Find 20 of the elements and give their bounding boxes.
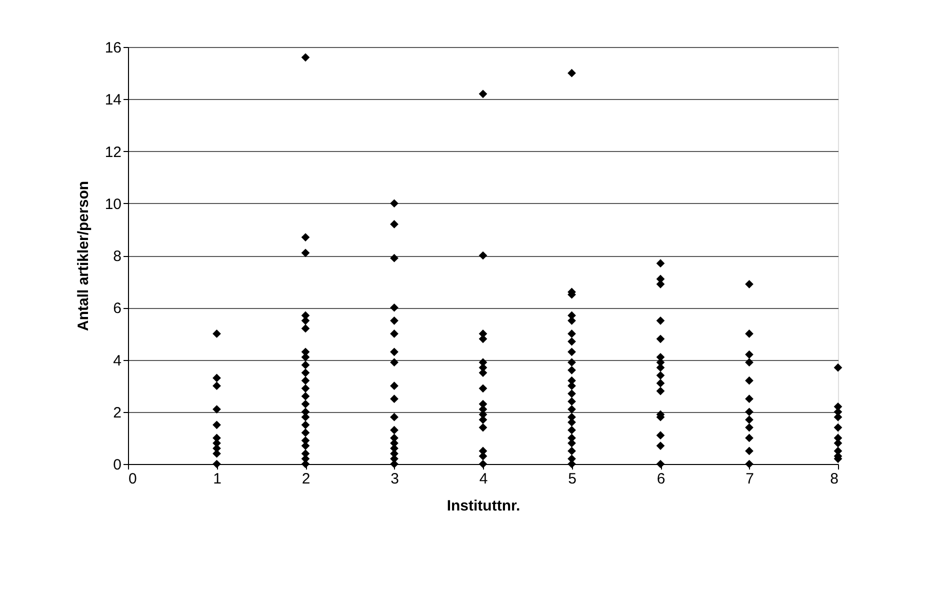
y-tick-label: 0 — [113, 456, 122, 474]
x-tick-label: 6 — [656, 470, 666, 488]
y-tick-label: 10 — [104, 196, 122, 213]
x-tick-label: 5 — [568, 470, 576, 488]
x-tick-label: 8 — [830, 470, 838, 488]
y-tick-label: 8 — [113, 248, 122, 265]
x-tick-label: 3 — [390, 470, 399, 488]
x-tick-label: 4 — [479, 470, 488, 488]
y-tick-label: 2 — [113, 404, 122, 422]
x-tick-label: 0 — [128, 470, 137, 488]
y-tick-label: 4 — [113, 352, 122, 370]
x-tick-label: 2 — [302, 470, 310, 488]
x-axis-title: Instituttnr. — [446, 498, 520, 514]
y-tick-label: 14 — [104, 92, 122, 109]
y-tick-label: 6 — [113, 300, 122, 318]
x-tick-label: 7 — [746, 470, 754, 488]
y-tick-label: 12 — [104, 144, 122, 161]
y-axis-title: Antall artikler/person — [74, 180, 92, 332]
y-tick-label: 16 — [104, 40, 122, 56]
x-tick-label: 1 — [213, 470, 222, 488]
